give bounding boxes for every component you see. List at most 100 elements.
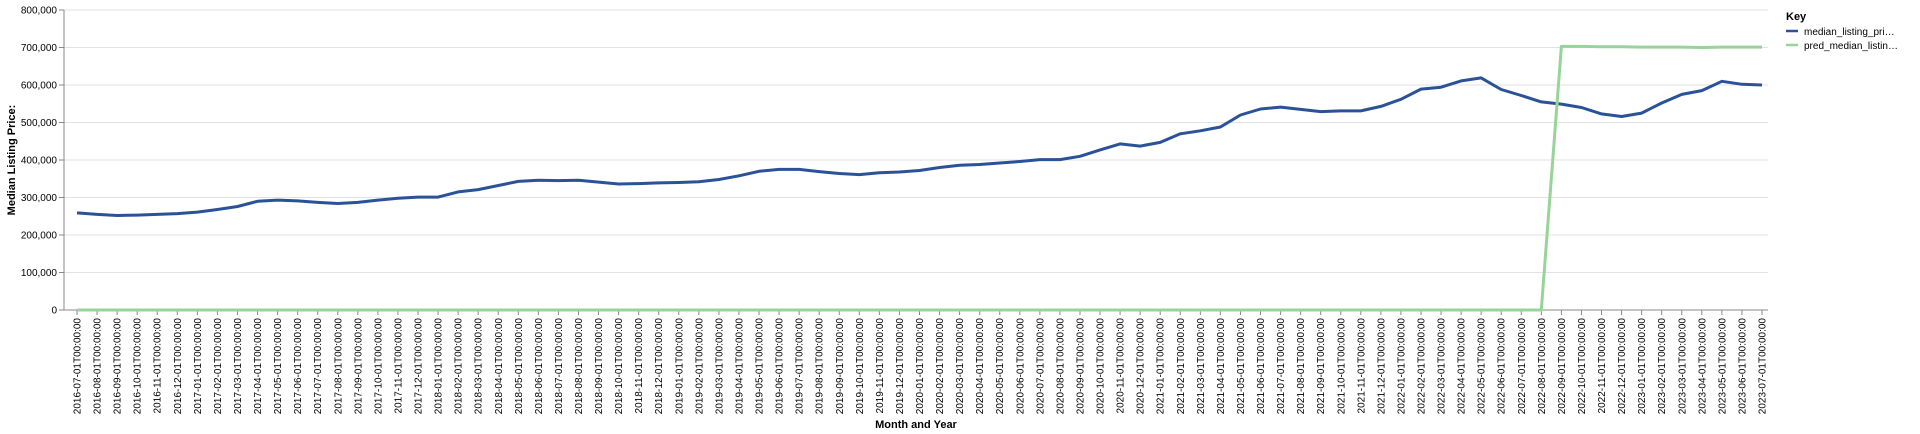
y-axis-title: Median Listing Price: xyxy=(6,105,18,216)
x-tick-label: 2017-09-01T00:00:00 xyxy=(353,318,364,415)
x-tick-label: 2021-11-01T00:00:00 xyxy=(1356,318,1367,414)
gridlines xyxy=(64,9,1768,273)
y-tick-label: 600,000 xyxy=(21,81,58,92)
x-tick-label: 2018-11-01T00:00:00 xyxy=(634,318,645,414)
x-tick-label: 2021-03-01T00:00:00 xyxy=(1196,318,1207,415)
x-tick-label: 2020-02-01T00:00:00 xyxy=(935,318,946,415)
x-tick-label: 2018-02-01T00:00:00 xyxy=(454,318,465,415)
x-tick-label: 2017-08-01T00:00:00 xyxy=(333,318,344,415)
x-tick-label: 2016-08-01T00:00:00 xyxy=(93,318,104,415)
series-line-median-listing-price xyxy=(76,76,1763,217)
x-tick-label: 2019-04-01T00:00:00 xyxy=(734,318,745,415)
x-tick-label: 2016-07-01T00:00:00 xyxy=(73,318,84,415)
x-tick-label: 2020-04-01T00:00:00 xyxy=(975,318,986,415)
x-tick-label: 2019-02-01T00:00:00 xyxy=(694,318,705,415)
x-tick-label: 2017-05-01T00:00:00 xyxy=(273,318,284,415)
x-tick-label: 2016-09-01T00:00:00 xyxy=(113,318,124,415)
x-tick-label: 2017-11-01T00:00:00 xyxy=(393,318,404,414)
x-tick-label: 2019-11-01T00:00:00 xyxy=(875,318,886,414)
x-tick-label: 2020-12-01T00:00:00 xyxy=(1136,318,1147,415)
x-tick-label: 2021-08-01T00:00:00 xyxy=(1296,318,1307,415)
x-tick-label: 2023-07-01T00:00:00 xyxy=(1758,318,1769,415)
y-tick-label: 200,000 xyxy=(21,231,58,242)
x-tick-label: 2019-09-01T00:00:00 xyxy=(835,318,846,415)
series-lines xyxy=(76,44,1763,312)
x-tick-label: 2019-12-01T00:00:00 xyxy=(895,318,906,415)
x-tick-label: 2017-07-01T00:00:00 xyxy=(313,318,324,415)
x-tick-label: 2022-12-01T00:00:00 xyxy=(1617,318,1628,415)
x-tick-label: 2022-01-01T00:00:00 xyxy=(1396,318,1407,415)
x-tick-label: 2019-10-01T00:00:00 xyxy=(855,318,866,415)
legend-label-median: median_listing_pri… xyxy=(1804,27,1895,38)
x-tick-label: 2021-05-01T00:00:00 xyxy=(1236,318,1247,415)
x-tick-label: 2022-10-01T00:00:00 xyxy=(1577,318,1588,415)
x-tick-label: 2022-08-01T00:00:00 xyxy=(1537,318,1548,415)
x-tick-label: 2019-05-01T00:00:00 xyxy=(755,318,766,415)
x-tick-label: 2021-10-01T00:00:00 xyxy=(1336,318,1347,415)
x-tick-label: 2018-08-01T00:00:00 xyxy=(574,318,585,415)
x-tick-label: 2022-07-01T00:00:00 xyxy=(1517,318,1528,415)
x-tick-label: 2020-11-01T00:00:00 xyxy=(1116,318,1127,414)
x-tick-label: 2019-07-01T00:00:00 xyxy=(795,318,806,415)
x-tick-label: 2021-04-01T00:00:00 xyxy=(1216,318,1227,415)
x-tick-label: 2017-03-01T00:00:00 xyxy=(233,318,244,415)
x-tick-label: 2020-03-01T00:00:00 xyxy=(955,318,966,415)
x-tick-label: 2023-03-01T00:00:00 xyxy=(1677,318,1688,415)
x-tick-label: 2020-08-01T00:00:00 xyxy=(1055,318,1066,415)
y-tick-label: 500,000 xyxy=(21,118,58,129)
x-tick-label: 2020-10-01T00:00:00 xyxy=(1096,318,1107,415)
x-tick-label: 2021-02-01T00:00:00 xyxy=(1176,318,1187,415)
x-tick-label: 2022-11-01T00:00:00 xyxy=(1597,318,1608,414)
x-tick-label: 2023-04-01T00:00:00 xyxy=(1697,318,1708,415)
y-ticks: 0 100,000 200,000 300,000 400,000 500,000 600,… xyxy=(21,6,64,317)
y-tick-label: 400,000 xyxy=(21,156,58,167)
x-tick-label: 2019-01-01T00:00:00 xyxy=(674,318,685,415)
x-tick-label: 2022-09-01T00:00:00 xyxy=(1557,318,1568,415)
x-tick-label: 2020-06-01T00:00:00 xyxy=(1015,318,1026,415)
x-tick-label: 2017-01-01T00:00:00 xyxy=(193,318,204,415)
y-tick-label: 800,000 xyxy=(21,6,58,17)
x-tick-label: 2019-06-01T00:00:00 xyxy=(775,318,786,415)
x-tick-label: 2017-06-01T00:00:00 xyxy=(293,318,304,415)
y-tick-label: 700,000 xyxy=(21,43,58,54)
x-tick-label: 2021-12-01T00:00:00 xyxy=(1376,318,1387,415)
x-tick-label: 2022-03-01T00:00:00 xyxy=(1437,318,1448,415)
x-tick-label: 2020-01-01T00:00:00 xyxy=(915,318,926,415)
x-tick-label: 2018-09-01T00:00:00 xyxy=(594,318,605,415)
x-tick-label: 2022-06-01T00:00:00 xyxy=(1497,318,1508,415)
x-tick-label: 2018-10-01T00:00:00 xyxy=(614,318,625,415)
series-line-pred-median-listing-price xyxy=(77,44,1762,312)
x-tick-label: 2021-09-01T00:00:00 xyxy=(1316,318,1327,415)
x-tick-label: 2020-09-01T00:00:00 xyxy=(1075,318,1086,415)
x-tick-label: 2018-03-01T00:00:00 xyxy=(474,318,485,415)
x-tick-label: 2018-07-01T00:00:00 xyxy=(554,318,565,415)
x-tick-label: 2021-07-01T00:00:00 xyxy=(1276,318,1287,415)
x-tick-label: 2022-04-01T00:00:00 xyxy=(1457,318,1468,415)
x-tick-label: 2017-12-01T00:00:00 xyxy=(414,318,425,415)
x-tick-label: 2018-01-01T00:00:00 xyxy=(434,318,445,415)
x-tick-label: 2022-02-01T00:00:00 xyxy=(1416,318,1427,415)
x-tick-label: 2020-05-01T00:00:00 xyxy=(995,318,1006,415)
x-tick-label: 2018-05-01T00:00:00 xyxy=(514,318,525,415)
x-tick-label: 2023-02-01T00:00:00 xyxy=(1657,318,1668,415)
x-tick-label: 2021-06-01T00:00:00 xyxy=(1256,318,1267,415)
x-tick-label: 2022-05-01T00:00:00 xyxy=(1477,318,1488,415)
y-tick-label: 100,000 xyxy=(21,268,58,279)
x-tick-label: 2023-01-01T00:00:00 xyxy=(1637,318,1648,415)
x-tick-label: 2016-12-01T00:00:00 xyxy=(173,318,184,415)
x-tick-label: 2017-04-01T00:00:00 xyxy=(253,318,264,415)
x-tick-label: 2019-03-01T00:00:00 xyxy=(714,318,725,415)
x-tick-label: 2019-08-01T00:00:00 xyxy=(815,318,826,415)
x-tick-label: 2018-06-01T00:00:00 xyxy=(534,318,545,415)
x-tick-label: 2023-05-01T00:00:00 xyxy=(1717,318,1728,415)
y-tick-label: 300,000 xyxy=(21,193,58,204)
x-tick-label: 2023-06-01T00:00:00 xyxy=(1737,318,1748,415)
x-ticks: 2016-07-01T00:00:00 2016-08-01T00:00:00 20… xyxy=(73,310,1769,414)
legend: Key median_listing_pri… pred_median_list… xyxy=(1786,11,1898,52)
x-tick-label: 2020-07-01T00:00:00 xyxy=(1035,318,1046,415)
x-tick-label: 2016-10-01T00:00:00 xyxy=(133,318,144,415)
x-tick-label: 2018-04-01T00:00:00 xyxy=(494,318,505,415)
y-tick-label: 0 xyxy=(51,306,57,317)
x-tick-label: 2021-01-01T00:00:00 xyxy=(1156,318,1167,415)
